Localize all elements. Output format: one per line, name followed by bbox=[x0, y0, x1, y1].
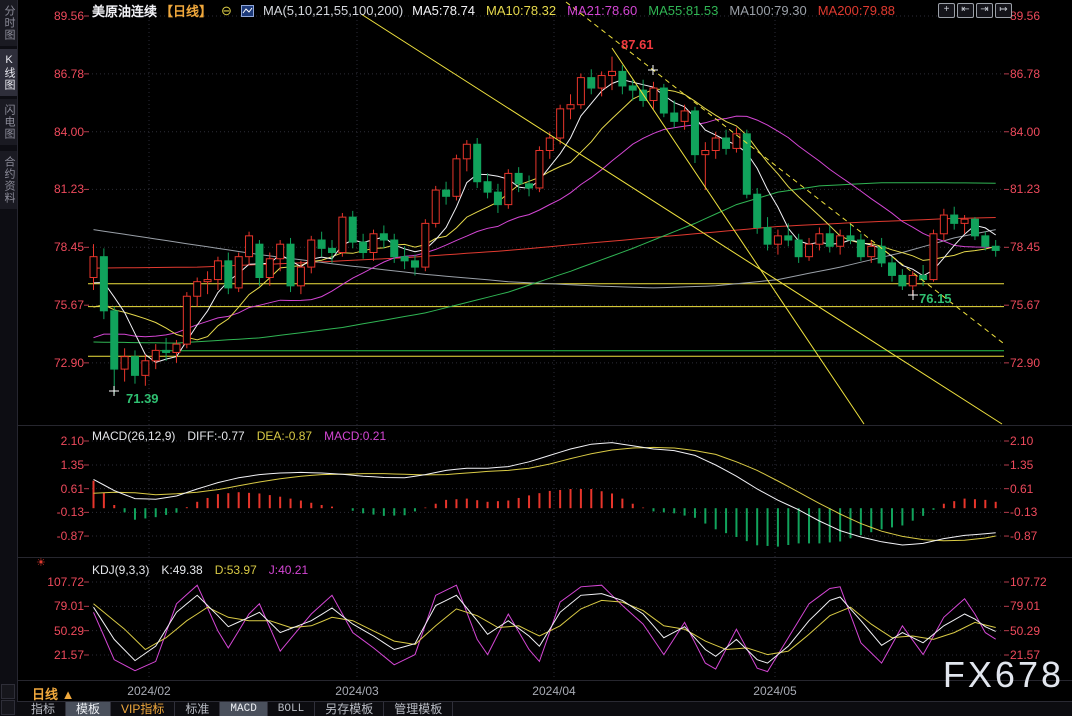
macd-tick-right: 0.61 bbox=[1010, 481, 1034, 496]
sidebar-item-contract-info[interactable]: 合约资料 bbox=[0, 151, 17, 209]
tab-boll[interactable]: BOLL bbox=[268, 702, 316, 716]
kdj-tick-right: 50.29 bbox=[1010, 623, 1041, 638]
kdj-tick-right: 21.57 bbox=[1010, 647, 1041, 662]
price-tick-left: 72.90 bbox=[53, 355, 84, 370]
period-tag[interactable]: 【日线】 bbox=[160, 4, 213, 19]
tab-standard[interactable]: 标准 bbox=[175, 702, 221, 716]
price-tick-left: 81.23 bbox=[53, 182, 84, 197]
kdj-k-value: K:49.38 bbox=[161, 563, 203, 577]
tab-manage-template[interactable]: 管理模板 bbox=[384, 702, 454, 716]
ma-legend-value: MA55:81.53 bbox=[648, 3, 719, 18]
price-tick-right: 81.23 bbox=[1010, 182, 1041, 197]
chart-header: 美原油连续 【日线】 ⊖ MA(5,10,21,55,100,200) MA5:7… bbox=[92, 2, 895, 20]
price-tick-right: 86.78 bbox=[1010, 66, 1041, 81]
period-selector[interactable]: 日线 ▲ bbox=[32, 687, 75, 702]
kdj-panel-header: KDJ(9,3,3) K:49.38 D:53.97 J:40.21 bbox=[92, 563, 308, 577]
pane-separator bbox=[17, 557, 1072, 558]
axis-shift-right-icon[interactable]: ⇥ bbox=[976, 3, 993, 18]
tab-save-template[interactable]: 另存模板 bbox=[315, 702, 385, 716]
sidebar-item-kline-chart[interactable]: K线图 bbox=[0, 49, 17, 96]
macd-tick-left: -0.87 bbox=[56, 529, 84, 544]
x-axis-date: 2024/05 bbox=[753, 684, 797, 698]
panel-expand-icon[interactable]: ↦ bbox=[995, 3, 1012, 18]
chart-toolbar: + ⇤ ⇥ ↦ bbox=[938, 3, 1012, 18]
may-low-price-annotation: 76.15 bbox=[919, 291, 952, 306]
price-tick-left: 89.56 bbox=[53, 9, 84, 23]
macd-tick-left: 0.61 bbox=[60, 481, 84, 496]
price-tick-right: 89.56 bbox=[1010, 9, 1041, 23]
macd-dea-value: DEA:-0.87 bbox=[256, 429, 313, 443]
corner-toggle-top[interactable] bbox=[1, 684, 15, 699]
axis-separator bbox=[17, 680, 1072, 681]
kdj-title[interactable]: KDJ(9,3,3) bbox=[92, 563, 150, 577]
live-indicator-icon: ☀ bbox=[36, 557, 46, 569]
macd-tick-left: -0.13 bbox=[56, 505, 84, 520]
ma-legend-value: MA10:78.32 bbox=[486, 3, 557, 18]
kdj-tick-left: 21.57 bbox=[53, 647, 84, 662]
axis-shift-left-icon[interactable]: ⇤ bbox=[957, 3, 974, 18]
macd-panel-header: MACD(26,12,9) DIFF:-0.77 DEA:-0.87 MACD:… bbox=[92, 429, 386, 443]
price-tick-right: 75.67 bbox=[1010, 298, 1041, 313]
symbol-title: 美原油连续 bbox=[92, 4, 158, 19]
kdj-tick-left: 107.72 bbox=[47, 575, 84, 589]
tab-vip-indicator[interactable]: VIP指标 bbox=[111, 702, 176, 716]
ma-legend-value: MA200:79.88 bbox=[817, 3, 896, 18]
price-tick-left: 86.78 bbox=[53, 66, 84, 81]
ma-legend-value: MA100:79.30 bbox=[729, 3, 807, 18]
macd-tick-right: -0.13 bbox=[1010, 505, 1038, 520]
kdj-j-value: J:40.21 bbox=[268, 563, 309, 577]
kdj-d-value: D:53.97 bbox=[214, 563, 257, 577]
sidebar-item-tick-chart[interactable]: 闪电图 bbox=[0, 99, 17, 145]
left-sidebar: 分时图 K线图闪电图合约资料 bbox=[0, 0, 18, 716]
pan-icon[interactable]: + bbox=[938, 3, 955, 18]
sidebar-item-time-chart[interactable]: 分时图 bbox=[0, 0, 17, 46]
kdj-tick-left: 50.29 bbox=[53, 623, 84, 638]
ma-legend-value: MA5:78.74 bbox=[412, 3, 476, 18]
macd-tick-left: 1.35 bbox=[60, 458, 84, 472]
kdj-tick-right: 107.72 bbox=[1010, 575, 1047, 589]
macd-title[interactable]: MACD(26,12,9) bbox=[92, 429, 176, 443]
tab-indicator[interactable]: 指标 bbox=[21, 702, 67, 716]
macd-tick-right: 2.10 bbox=[1010, 434, 1034, 448]
macd-tick-right: -0.87 bbox=[1010, 529, 1038, 544]
tab-macd[interactable]: MACD bbox=[220, 702, 268, 716]
tab-template[interactable]: 模板 bbox=[66, 702, 112, 716]
corner-toggle-bottom[interactable] bbox=[1, 700, 15, 715]
price-tick-left: 75.67 bbox=[53, 298, 84, 313]
price-tick-right: 84.00 bbox=[1010, 124, 1041, 139]
peak-price-annotation: 87.61 bbox=[621, 37, 654, 52]
price-tick-right: 72.90 bbox=[1010, 355, 1041, 370]
watermark: FX678 bbox=[942, 654, 1064, 695]
macd-diff-value: DIFF:-0.77 bbox=[187, 429, 245, 443]
x-axis-date: 2024/04 bbox=[532, 684, 576, 698]
macd-tick-left: 2.10 bbox=[60, 434, 84, 448]
ma-values: MA5:78.74 MA10:78.32 MA21:78.60 MA55:81.53 M… bbox=[412, 3, 895, 18]
bottom-tab-bar: 指标 模板 VIP指标 标准 MACD BOLL 另存模板 管理模板 bbox=[17, 701, 1072, 716]
x-axis-date: 2024/03 bbox=[335, 684, 379, 698]
ma-settings-label[interactable]: MA(5,10,21,55,100,200) bbox=[262, 3, 404, 18]
kdj-tick-left: 79.01 bbox=[53, 599, 84, 614]
pane-separator bbox=[17, 425, 1072, 426]
kdj-tick-right: 79.01 bbox=[1010, 599, 1041, 614]
collapse-indicator-icon[interactable]: ⊖ bbox=[221, 2, 232, 18]
price-tick-left: 84.00 bbox=[53, 124, 84, 139]
price-tick-right: 78.45 bbox=[1010, 240, 1041, 255]
x-axis-date: 2024/02 bbox=[127, 684, 171, 698]
macd-tick-right: 1.35 bbox=[1010, 458, 1034, 472]
price-tick-left: 78.45 bbox=[53, 240, 84, 255]
feb-low-price-annotation: 71.39 bbox=[126, 391, 159, 406]
chart-type-icon[interactable] bbox=[240, 4, 254, 17]
ma-legend-value: MA21:78.60 bbox=[567, 3, 638, 18]
macd-value: MACD:0.21 bbox=[324, 429, 387, 443]
